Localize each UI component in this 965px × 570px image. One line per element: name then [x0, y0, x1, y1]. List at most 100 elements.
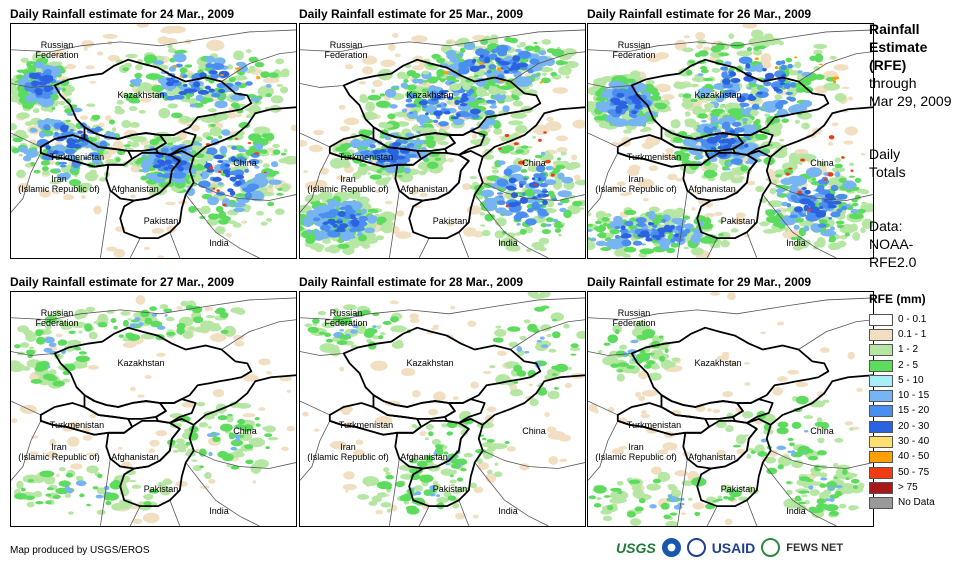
data-source-label: Data:: [869, 218, 903, 234]
rain-2-5mm: [208, 213, 220, 220]
rain-15-20mm: [409, 111, 414, 115]
rain-1-2mm: [564, 60, 579, 69]
rain-2-5mm: [524, 45, 535, 52]
rain-light: [637, 178, 655, 189]
rain-20-30mm: [217, 160, 224, 163]
rain-10-15mm: [834, 171, 841, 178]
rain-10-15mm: [486, 71, 492, 78]
rain-1-2mm: [135, 64, 143, 71]
rain-1-2mm: [207, 426, 212, 429]
rain-2-5mm: [795, 395, 809, 405]
rain-10-15mm: [741, 124, 758, 132]
rain-20-30mm: [443, 110, 451, 115]
rain-1-2mm: [451, 469, 457, 475]
rain-2-5mm: [359, 163, 367, 167]
rain-1-2mm: [348, 189, 361, 200]
rain-1-2mm: [674, 207, 686, 218]
rain-2-5mm: [338, 316, 352, 326]
rain-1-2mm: [365, 235, 379, 244]
rain-1-2mm: [738, 176, 745, 180]
rain-2-5mm: [551, 373, 558, 376]
rain-light: [290, 124, 296, 131]
rain-1-2mm: [149, 186, 168, 196]
rain-50-75mm: [497, 147, 502, 150]
rain-light: [819, 347, 830, 353]
rain-2-5mm: [335, 146, 348, 152]
rain-1-2mm: [329, 347, 341, 357]
rain-1-2mm: [480, 224, 486, 227]
rain-15-20mm: [501, 65, 510, 71]
rain-2-5mm: [149, 138, 159, 146]
rain-2-5mm: [596, 226, 603, 231]
rain-15-20mm: [58, 161, 68, 165]
rain-2-5mm: [27, 479, 34, 483]
rain-2-5mm: [332, 315, 342, 323]
rain-light: [374, 415, 393, 426]
rain-10-15mm: [673, 504, 683, 510]
rain-light: [462, 183, 472, 191]
rain-10-15mm: [254, 165, 260, 169]
rain-20-30mm: [235, 174, 245, 180]
rain-1-2mm: [794, 61, 802, 69]
through-label: through: [869, 75, 917, 91]
rain-2-5mm: [819, 483, 827, 488]
rain-1-2mm: [717, 219, 725, 224]
rain-10-15mm: [360, 208, 367, 214]
rain-light: [52, 190, 60, 195]
rain-20-30mm: [528, 182, 540, 188]
rain-2-5mm: [217, 415, 228, 421]
rain-10-15mm: [52, 67, 61, 75]
country-label-russia: Russian Federation: [324, 308, 368, 328]
admin-border: [300, 351, 344, 356]
rain-15-20mm: [624, 220, 634, 227]
rain-2-5mm: [502, 86, 511, 91]
rain-2-5mm: [854, 177, 862, 183]
rain-10-15mm: [489, 105, 498, 109]
rain-15-20mm: [636, 222, 647, 227]
rain-1-2mm: [472, 181, 479, 186]
admin-border: [185, 462, 260, 526]
rain-light: [144, 374, 152, 379]
rain-10-15mm: [679, 497, 685, 501]
rain-20-30mm: [163, 159, 173, 165]
rain-1-2mm: [304, 323, 313, 328]
country-outline: [617, 152, 686, 168]
rain-light: [212, 389, 225, 398]
rain-2-5mm: [33, 169, 41, 174]
rain-40-50mm: [832, 76, 840, 80]
rain-2-5mm: [456, 477, 464, 482]
rain-10-15mm: [55, 168, 61, 172]
rain-2-5mm: [665, 247, 676, 254]
rain-20-30mm: [392, 141, 401, 147]
rain-2-5mm: [828, 511, 840, 516]
rain-light: [497, 350, 507, 356]
rain-20-30mm: [823, 199, 829, 203]
admin-border: [706, 237, 718, 258]
rain-15-20mm: [537, 204, 544, 208]
rain-2-5mm: [673, 136, 682, 141]
rain-10-15mm: [168, 66, 177, 72]
rain-light: [11, 418, 18, 423]
rain-2-5mm: [643, 329, 651, 334]
rain-1-2mm: [386, 508, 391, 513]
rain-2-5mm: [617, 362, 629, 367]
rain-light: [683, 35, 690, 39]
rain-1-2mm: [209, 126, 223, 137]
rain-20-30mm: [425, 112, 429, 116]
legend-swatch: [869, 344, 893, 357]
rain-light: [155, 430, 168, 437]
rain-10-15mm: [458, 463, 462, 467]
rain-1-2mm: [670, 489, 682, 498]
rain-10-15mm: [133, 83, 141, 87]
rain-2-5mm: [215, 205, 224, 213]
rain-2-5mm: [369, 331, 375, 335]
rain-20-30mm: [156, 159, 165, 164]
rain-10-15mm: [557, 202, 563, 206]
rain-15-20mm: [537, 208, 548, 216]
rain-10-15mm: [170, 178, 178, 183]
rain-15-20mm: [817, 223, 827, 228]
rain-1-2mm: [129, 479, 137, 483]
rain-light: [380, 59, 396, 68]
rain-2-5mm: [833, 476, 838, 480]
legend-item: > 75: [869, 480, 965, 495]
